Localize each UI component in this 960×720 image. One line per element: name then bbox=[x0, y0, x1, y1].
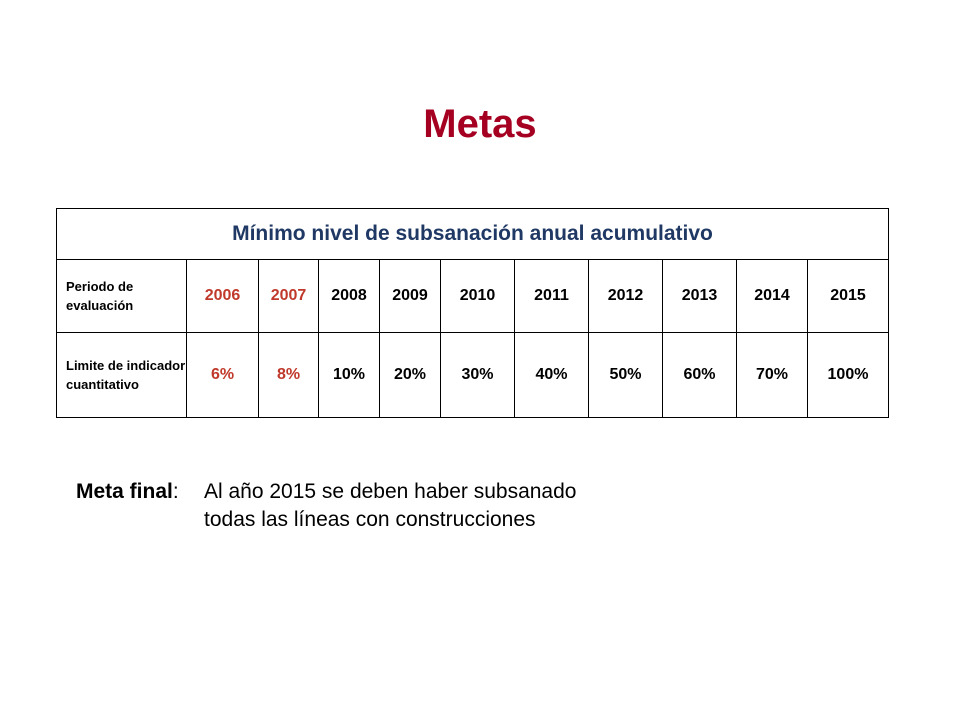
limit-cell: 10% bbox=[318, 332, 380, 418]
limit-row: Limite de indicador cuantitativo 6% 8% 1… bbox=[56, 332, 889, 418]
limit-cell: 40% bbox=[514, 332, 589, 418]
period-cell: 2015 bbox=[807, 259, 889, 333]
final-goal-line-1: Al año 2015 se deben haber subsanado bbox=[204, 480, 577, 503]
table-heading: Mínimo nivel de subsanación anual acumul… bbox=[56, 208, 889, 260]
limit-cell: 30% bbox=[440, 332, 515, 418]
final-goal-line-2: todas las líneas con construcciones bbox=[204, 508, 536, 531]
final-goal-label: Meta final bbox=[76, 480, 173, 503]
table-heading-row: Mínimo nivel de subsanación anual acumul… bbox=[56, 208, 889, 260]
period-row: Periodo de evaluación 2006 2007 2008 200… bbox=[56, 259, 889, 333]
limit-cell: 70% bbox=[736, 332, 808, 418]
limit-cell: 60% bbox=[662, 332, 737, 418]
slide-title: Metas bbox=[423, 102, 537, 146]
limit-cell: 50% bbox=[588, 332, 663, 418]
limit-row-label: Limite de indicador cuantitativo bbox=[56, 332, 187, 418]
period-cell: 2012 bbox=[588, 259, 663, 333]
period-cell: 2011 bbox=[514, 259, 589, 333]
period-cell: 2010 bbox=[440, 259, 515, 333]
final-goal-text: Al año 2015 se deben haber subsanado tod… bbox=[204, 478, 576, 534]
period-cell: 2006 bbox=[186, 259, 259, 333]
period-cell: 2007 bbox=[258, 259, 319, 333]
period-row-label: Periodo de evaluación bbox=[56, 259, 187, 333]
period-cell: 2014 bbox=[736, 259, 808, 333]
limit-cell: 20% bbox=[379, 332, 441, 418]
period-cell: 2008 bbox=[318, 259, 380, 333]
final-goal: Meta final: Al año 2015 se deben haber s… bbox=[76, 478, 576, 531]
final-goal-separator: : bbox=[172, 480, 179, 503]
period-cell: 2009 bbox=[379, 259, 441, 333]
limit-cell: 6% bbox=[186, 332, 259, 418]
limit-cell: 100% bbox=[807, 332, 889, 418]
period-cell: 2013 bbox=[662, 259, 737, 333]
goals-table: Mínimo nivel de subsanación anual acumul… bbox=[56, 208, 889, 418]
limit-cell: 8% bbox=[258, 332, 319, 418]
